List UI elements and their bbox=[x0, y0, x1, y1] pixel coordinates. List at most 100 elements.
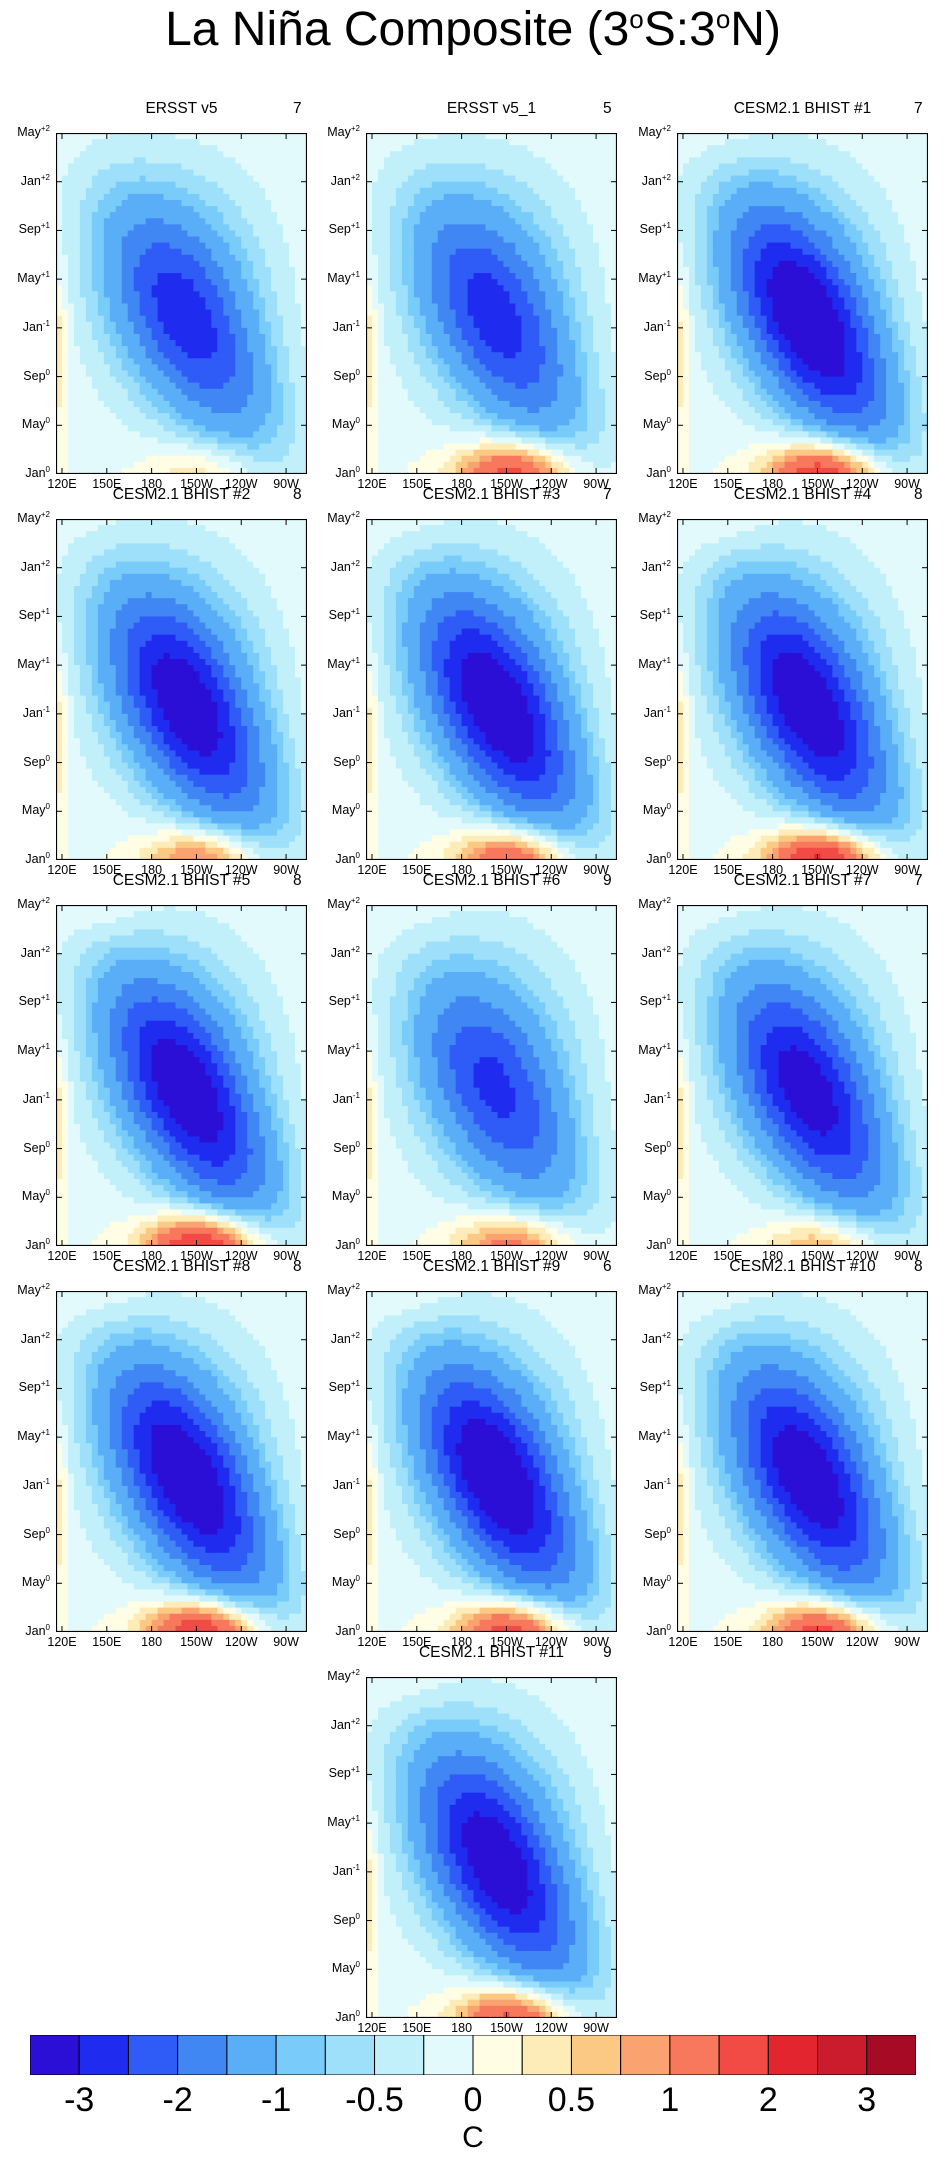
anomaly-cell bbox=[569, 364, 576, 372]
anomaly-cell bbox=[247, 254, 254, 262]
anomaly-cell bbox=[85, 187, 93, 195]
anomaly-cell bbox=[509, 364, 517, 372]
anomaly-cell bbox=[527, 449, 534, 457]
anomaly-cell bbox=[295, 187, 302, 195]
anomaly-cell bbox=[826, 139, 833, 146]
anomaly-cell bbox=[91, 285, 99, 292]
anomaly-cell bbox=[545, 254, 552, 262]
anomaly-cell bbox=[521, 163, 528, 171]
anomaly-cell bbox=[485, 291, 493, 299]
anomaly-cell bbox=[539, 431, 546, 439]
anomaly-cell bbox=[407, 279, 415, 286]
anomaly-cell bbox=[235, 303, 242, 311]
anomaly-cell bbox=[503, 157, 511, 165]
anomaly-cell bbox=[91, 236, 99, 244]
anomaly-cell bbox=[377, 333, 385, 341]
anomaly-cell bbox=[61, 279, 69, 286]
anomaly-cell bbox=[97, 260, 105, 268]
anomaly-cell bbox=[563, 376, 570, 384]
anomaly-cell bbox=[121, 346, 129, 353]
anomaly-cell bbox=[401, 169, 409, 177]
anomaly-cell bbox=[91, 145, 99, 152]
anomaly-cell bbox=[157, 340, 165, 347]
anomaly-cell bbox=[223, 206, 230, 213]
anomaly-cell bbox=[366, 212, 373, 219]
anomaly-cell bbox=[515, 242, 522, 250]
anomaly-cell bbox=[199, 315, 207, 323]
anomaly-cell bbox=[163, 199, 171, 207]
anomaly-cell bbox=[449, 175, 457, 183]
anomaly-cell bbox=[575, 206, 582, 213]
anomaly-cell bbox=[301, 230, 307, 238]
anomaly-cell bbox=[145, 461, 153, 469]
anomaly-cell bbox=[115, 340, 123, 347]
anomaly-cell bbox=[539, 327, 546, 335]
anomaly-cell bbox=[569, 333, 576, 341]
anomaly-cell bbox=[431, 157, 439, 165]
anomaly-cell bbox=[97, 425, 105, 432]
anomaly-cell bbox=[79, 139, 87, 146]
anomaly-cell bbox=[551, 321, 558, 329]
anomaly-cell bbox=[904, 151, 911, 158]
anomaly-cell bbox=[61, 297, 69, 305]
anomaly-cell bbox=[67, 266, 75, 274]
anomaly-cell bbox=[175, 212, 183, 219]
anomaly-cell bbox=[593, 175, 600, 183]
anomaly-cell bbox=[67, 413, 75, 420]
anomaly-cell bbox=[163, 145, 171, 152]
anomaly-cell bbox=[377, 206, 385, 213]
anomaly-cell bbox=[145, 193, 153, 201]
anomaly-cell bbox=[467, 230, 475, 238]
anomaly-cell bbox=[515, 321, 522, 329]
anomaly-cell bbox=[479, 291, 487, 299]
anomaly-cell bbox=[515, 297, 522, 305]
anomaly-cell bbox=[599, 145, 606, 152]
anomaly-cell bbox=[247, 340, 254, 347]
anomaly-cell bbox=[366, 133, 373, 140]
anomaly-cell bbox=[551, 376, 558, 384]
anomaly-cell bbox=[253, 413, 260, 420]
x-tick-label: 150W bbox=[490, 477, 523, 491]
anomaly-cell bbox=[145, 248, 153, 256]
anomaly-cell bbox=[205, 133, 212, 140]
anomaly-cell bbox=[479, 431, 487, 439]
anomaly-cell bbox=[461, 376, 469, 384]
anomaly-cell bbox=[145, 346, 153, 353]
anomaly-cell bbox=[265, 394, 272, 402]
anomaly-cell bbox=[175, 260, 183, 268]
anomaly-cell bbox=[205, 169, 212, 177]
anomaly-cell bbox=[467, 382, 475, 390]
anomaly-cell bbox=[527, 394, 534, 402]
anomaly-cell bbox=[533, 382, 540, 390]
anomaly-cell bbox=[235, 327, 242, 335]
anomaly-cell bbox=[175, 413, 183, 420]
anomaly-cell bbox=[145, 163, 153, 171]
anomaly-cell bbox=[253, 449, 260, 457]
anomaly-cell bbox=[790, 145, 798, 152]
anomaly-cell bbox=[121, 157, 129, 165]
anomaly-cell bbox=[605, 157, 612, 165]
anomaly-cell bbox=[277, 321, 284, 329]
anomaly-cell bbox=[235, 382, 242, 390]
anomaly-cell bbox=[605, 303, 612, 311]
anomaly-cell bbox=[473, 133, 481, 140]
anomaly-cell bbox=[211, 230, 218, 238]
anomaly-cell bbox=[389, 145, 397, 152]
anomaly-cell bbox=[497, 467, 505, 474]
anomaly-cell bbox=[371, 467, 379, 474]
anomaly-cell bbox=[56, 230, 63, 238]
anomaly-cell bbox=[389, 455, 397, 463]
anomaly-cell bbox=[599, 218, 606, 225]
anomaly-cell bbox=[235, 199, 242, 207]
anomaly-cell bbox=[259, 248, 266, 256]
anomaly-cell bbox=[545, 443, 552, 451]
anomaly-cell bbox=[575, 285, 582, 292]
anomaly-cell bbox=[109, 291, 117, 299]
anomaly-cell bbox=[289, 321, 296, 329]
anomaly-cell bbox=[169, 394, 177, 402]
anomaly-cell bbox=[151, 315, 159, 323]
anomaly-cell bbox=[515, 181, 522, 189]
anomaly-cell bbox=[419, 333, 427, 341]
anomaly-cell bbox=[241, 236, 248, 244]
anomaly-cell bbox=[611, 273, 617, 280]
